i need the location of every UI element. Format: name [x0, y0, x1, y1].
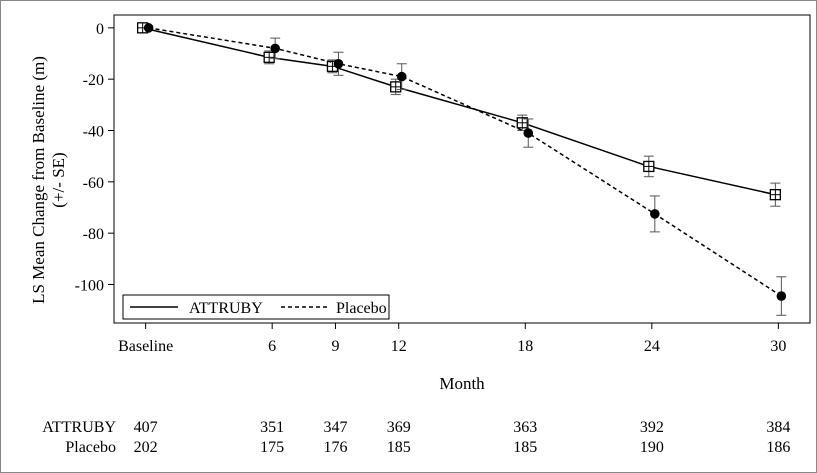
x-axis-label: Month [439, 374, 485, 393]
x-tick-label: 9 [331, 338, 339, 355]
at-risk-count: 190 [640, 439, 664, 456]
y-tick-label: -20 [83, 72, 104, 89]
legend-label-placebo: Placebo [336, 300, 387, 317]
x-tick-label: 18 [517, 338, 533, 355]
at-risk-count: 202 [134, 439, 158, 456]
data-point [650, 209, 660, 219]
x-tick-label: 24 [644, 338, 660, 355]
at-risk-table: ATTRUBY 407 351 347 369 363 392 384 Placebo 202 17… [42, 419, 790, 456]
y-axis-label-secondary: (+/- SE) [49, 152, 68, 207]
at-risk-count: 186 [766, 439, 790, 456]
series-layer [136, 22, 787, 316]
at-risk-count: 185 [513, 439, 537, 456]
at-risk-count: 384 [766, 419, 790, 436]
x-tick-label: 30 [770, 338, 786, 355]
data-point [523, 128, 534, 138]
at-risk-count: 351 [260, 419, 284, 436]
data-point [776, 291, 787, 301]
series-line [142, 27, 776, 196]
at-risk-count: 369 [387, 419, 411, 436]
at-risk-row-label: Placebo [65, 439, 116, 456]
x-tick-label: 6 [268, 338, 276, 355]
x-tick-label: Baseline [118, 338, 173, 355]
legend-label-attruby: ATTRUBY [189, 300, 263, 317]
at-risk-count: 185 [387, 439, 411, 456]
at-risk-count: 175 [260, 439, 284, 456]
at-risk-count: 363 [513, 419, 537, 436]
series-placebo [143, 23, 787, 316]
at-risk-count: 176 [323, 439, 347, 456]
at-risk-count: 347 [323, 419, 347, 436]
y-axis-label: LS Mean Change from Baseline (m) [29, 56, 48, 304]
data-point [396, 71, 407, 82]
data-point [143, 23, 154, 33]
x-tick-label: 12 [391, 338, 407, 355]
at-risk-row-label: ATTRUBY [42, 419, 116, 436]
series-line [148, 27, 782, 297]
y-tick-label: -80 [83, 226, 104, 243]
at-risk-count: 407 [134, 419, 158, 436]
data-point [270, 43, 280, 54]
plot-border [113, 14, 811, 324]
legend: ATTRUBY Placebo [122, 294, 390, 320]
data-point [333, 58, 344, 69]
at-risk-count: 392 [640, 419, 664, 436]
y-tick-label: -100 [75, 278, 104, 295]
y-tick-label: -60 [83, 175, 104, 192]
axes: 0 -20 -40 -60 -80 -100 Baseline 6 9 12 18 24 30 [75, 14, 811, 355]
y-tick-label: 0 [96, 21, 104, 38]
series-attruby [136, 22, 782, 207]
y-tick-label: -40 [83, 124, 104, 141]
